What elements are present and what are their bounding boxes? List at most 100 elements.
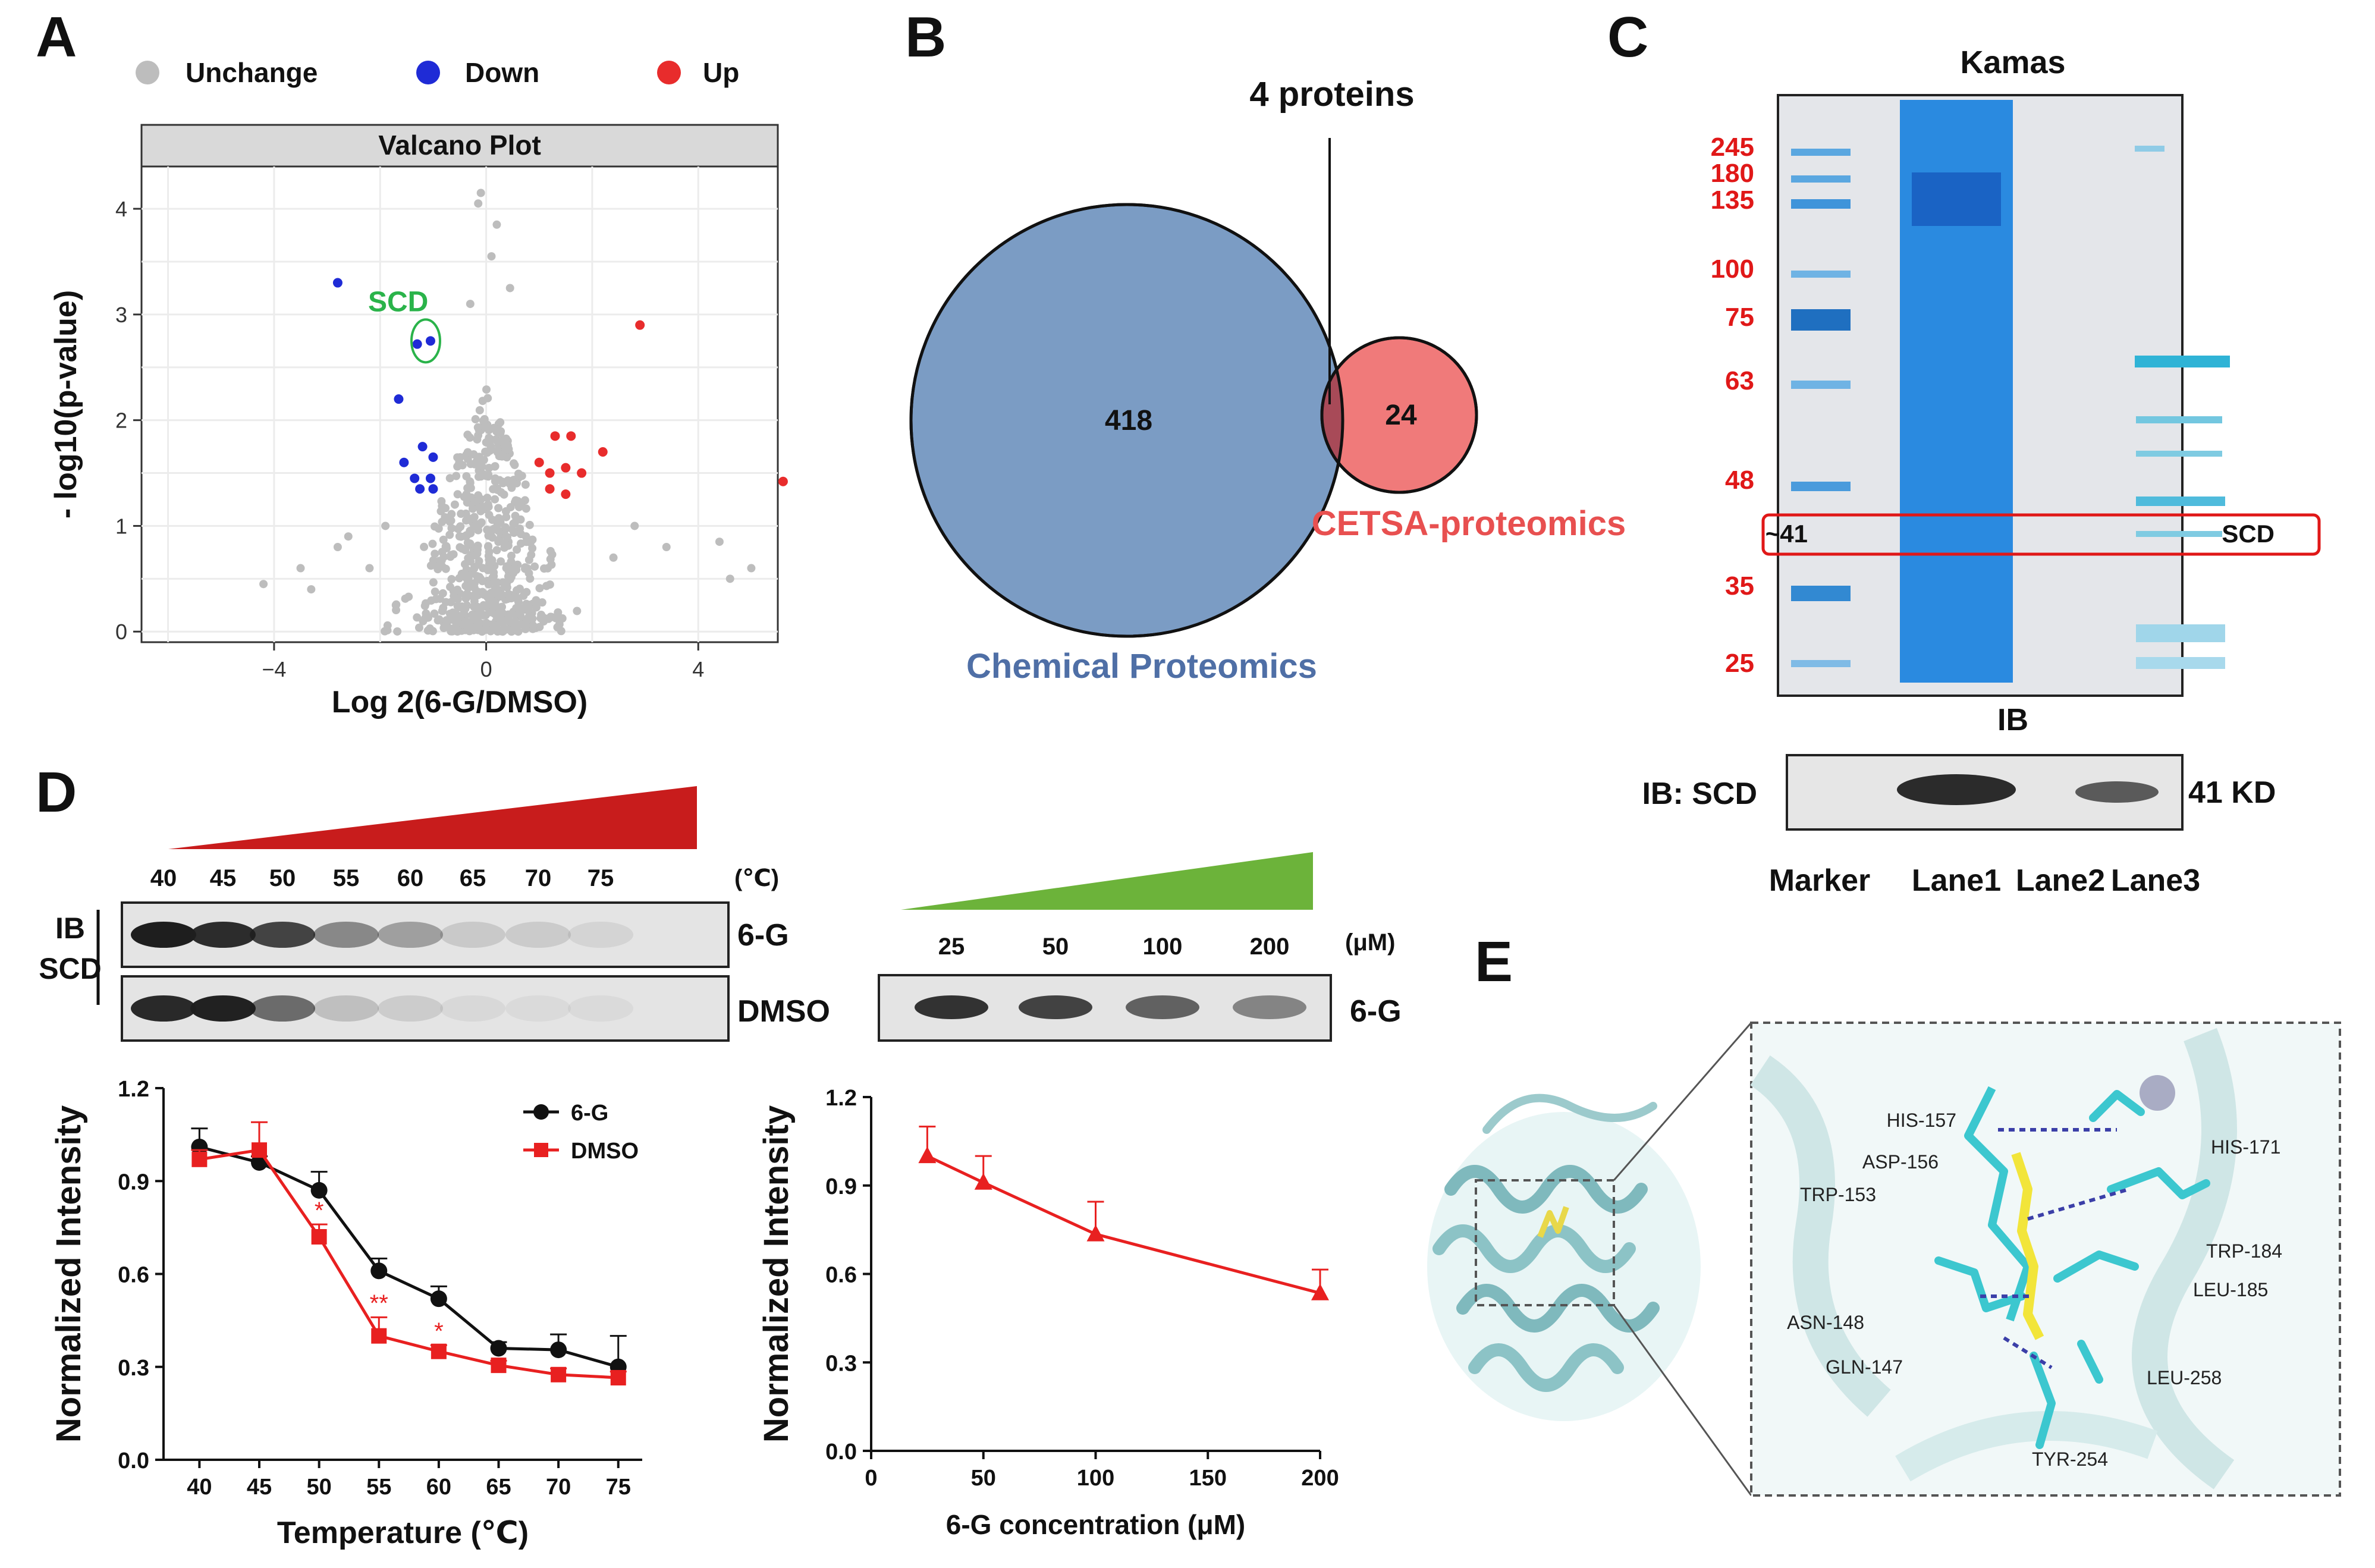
unchanged-point <box>502 513 511 521</box>
unchanged-point <box>441 598 450 607</box>
unchanged-point <box>466 514 475 523</box>
unchanged-point <box>498 608 507 617</box>
down-point <box>399 457 409 467</box>
unchanged-point <box>525 520 534 529</box>
unchanged-point <box>505 575 514 584</box>
dose-row-6g: 6-G <box>1350 994 1402 1029</box>
unchanged-point <box>470 497 479 506</box>
residue-sticks <box>1964 1086 2032 1322</box>
up-point <box>598 447 608 457</box>
unchanged-point <box>473 545 482 554</box>
mw-label: 245 <box>1711 133 1754 162</box>
unchanged-point <box>495 476 504 485</box>
data-point-6-G <box>974 1173 992 1190</box>
unchanged-point <box>506 502 515 511</box>
y-tick-label: 0.9 <box>118 1170 149 1195</box>
unchanged-point <box>502 562 511 571</box>
marker-band <box>1791 482 1851 491</box>
gel-lane1-dense-band <box>1912 172 2001 226</box>
down-point <box>410 473 420 483</box>
mw-label: 25 <box>1725 649 1754 678</box>
unchanged-point <box>447 510 456 519</box>
band-6g <box>131 922 196 948</box>
residue-label: HIS-157 <box>1887 1110 1956 1131</box>
up-point <box>778 476 788 486</box>
unchanged-point <box>483 565 492 574</box>
ib-row-label: IB: SCD <box>1642 777 1757 811</box>
unchanged-point <box>546 546 555 555</box>
residue-label: GLN-147 <box>1826 1356 1903 1378</box>
volcano-down-points <box>332 278 438 494</box>
unchanged-point <box>428 539 437 548</box>
venn-cetsa-outline <box>1320 336 1478 494</box>
unchanged-point <box>514 627 523 636</box>
unchanged-point <box>494 514 503 523</box>
thermal-bands <box>131 922 633 1022</box>
x-tick-label: 0 <box>865 1466 877 1491</box>
background-helix <box>1749 1055 1891 1417</box>
unchanged-point <box>429 556 438 565</box>
venn-chem-label: Chemical Proteomics <box>966 647 1317 686</box>
down-point <box>332 278 343 288</box>
up-point <box>550 431 560 441</box>
legend-down-marker <box>416 61 440 84</box>
band-6g <box>313 922 379 948</box>
scd-band-box <box>1761 513 2321 556</box>
unchanged-point <box>470 564 479 573</box>
band-dmso <box>131 995 196 1022</box>
down-point <box>425 336 435 346</box>
y-axis-label: Normalized Intensity <box>757 1105 796 1443</box>
unchanged-point <box>494 589 502 598</box>
mw-label: 75 <box>1725 303 1754 332</box>
up-point <box>577 468 587 478</box>
y-tick-label: 0.9 <box>825 1174 857 1199</box>
unchanged-point <box>460 492 469 501</box>
x-tick-label: 75 <box>606 1475 631 1500</box>
ib-title: IB <box>1997 703 2028 737</box>
unchanged-point <box>486 446 495 455</box>
unchanged-point <box>464 540 473 549</box>
band-6g <box>505 922 571 948</box>
venn-diagram: 4 proteins 418 24 Chemical Proteomics CE… <box>909 75 1626 686</box>
unchanged-point <box>470 623 479 632</box>
concentration-label: 25 <box>938 934 965 960</box>
unchanged-point <box>413 613 422 622</box>
y-tick-label: 0.6 <box>118 1263 149 1288</box>
unchanged-point <box>513 545 522 554</box>
lane3-band <box>2136 531 2222 537</box>
y-tick-label: 4 <box>115 197 127 221</box>
residue-label: TRP-184 <box>2206 1240 2282 1262</box>
volcano-plot-area <box>140 165 779 643</box>
unchanged-point <box>492 621 501 630</box>
temperature-label: 70 <box>525 865 552 891</box>
data-point-DMSO <box>252 1142 267 1158</box>
residue-label: ASP-156 <box>1862 1151 1939 1173</box>
venn-cetsa-count: 24 <box>1385 400 1417 431</box>
unchanged-point <box>460 608 469 617</box>
ligand-6g <box>2011 1152 2044 1340</box>
unchanged-point <box>393 627 402 636</box>
unchanged-point <box>530 562 539 571</box>
up-point <box>545 468 555 478</box>
unchanged-point <box>447 575 456 584</box>
gel-lane3 <box>2135 146 2230 669</box>
temperature-label: 50 <box>269 865 296 891</box>
unchanged-point <box>493 448 502 457</box>
y-tick-label: 1.2 <box>118 1077 149 1102</box>
background-helix <box>1895 1411 2158 1482</box>
unchanged-point <box>504 541 513 550</box>
unchanged-point <box>489 485 498 494</box>
unchanged-point <box>453 627 462 636</box>
unchanged-point <box>489 571 498 580</box>
unchanged-point <box>441 513 450 521</box>
loop <box>1482 1093 1657 1134</box>
venn-chem-outline <box>909 203 1344 638</box>
unchanged-point <box>540 614 549 623</box>
down-point <box>428 484 438 494</box>
unchanged-point <box>470 460 479 469</box>
unchanged-point <box>526 615 535 624</box>
data-point-6-G <box>191 1138 208 1155</box>
gel-band-label: SCD <box>2222 520 2275 548</box>
unchanged-point <box>476 574 485 583</box>
